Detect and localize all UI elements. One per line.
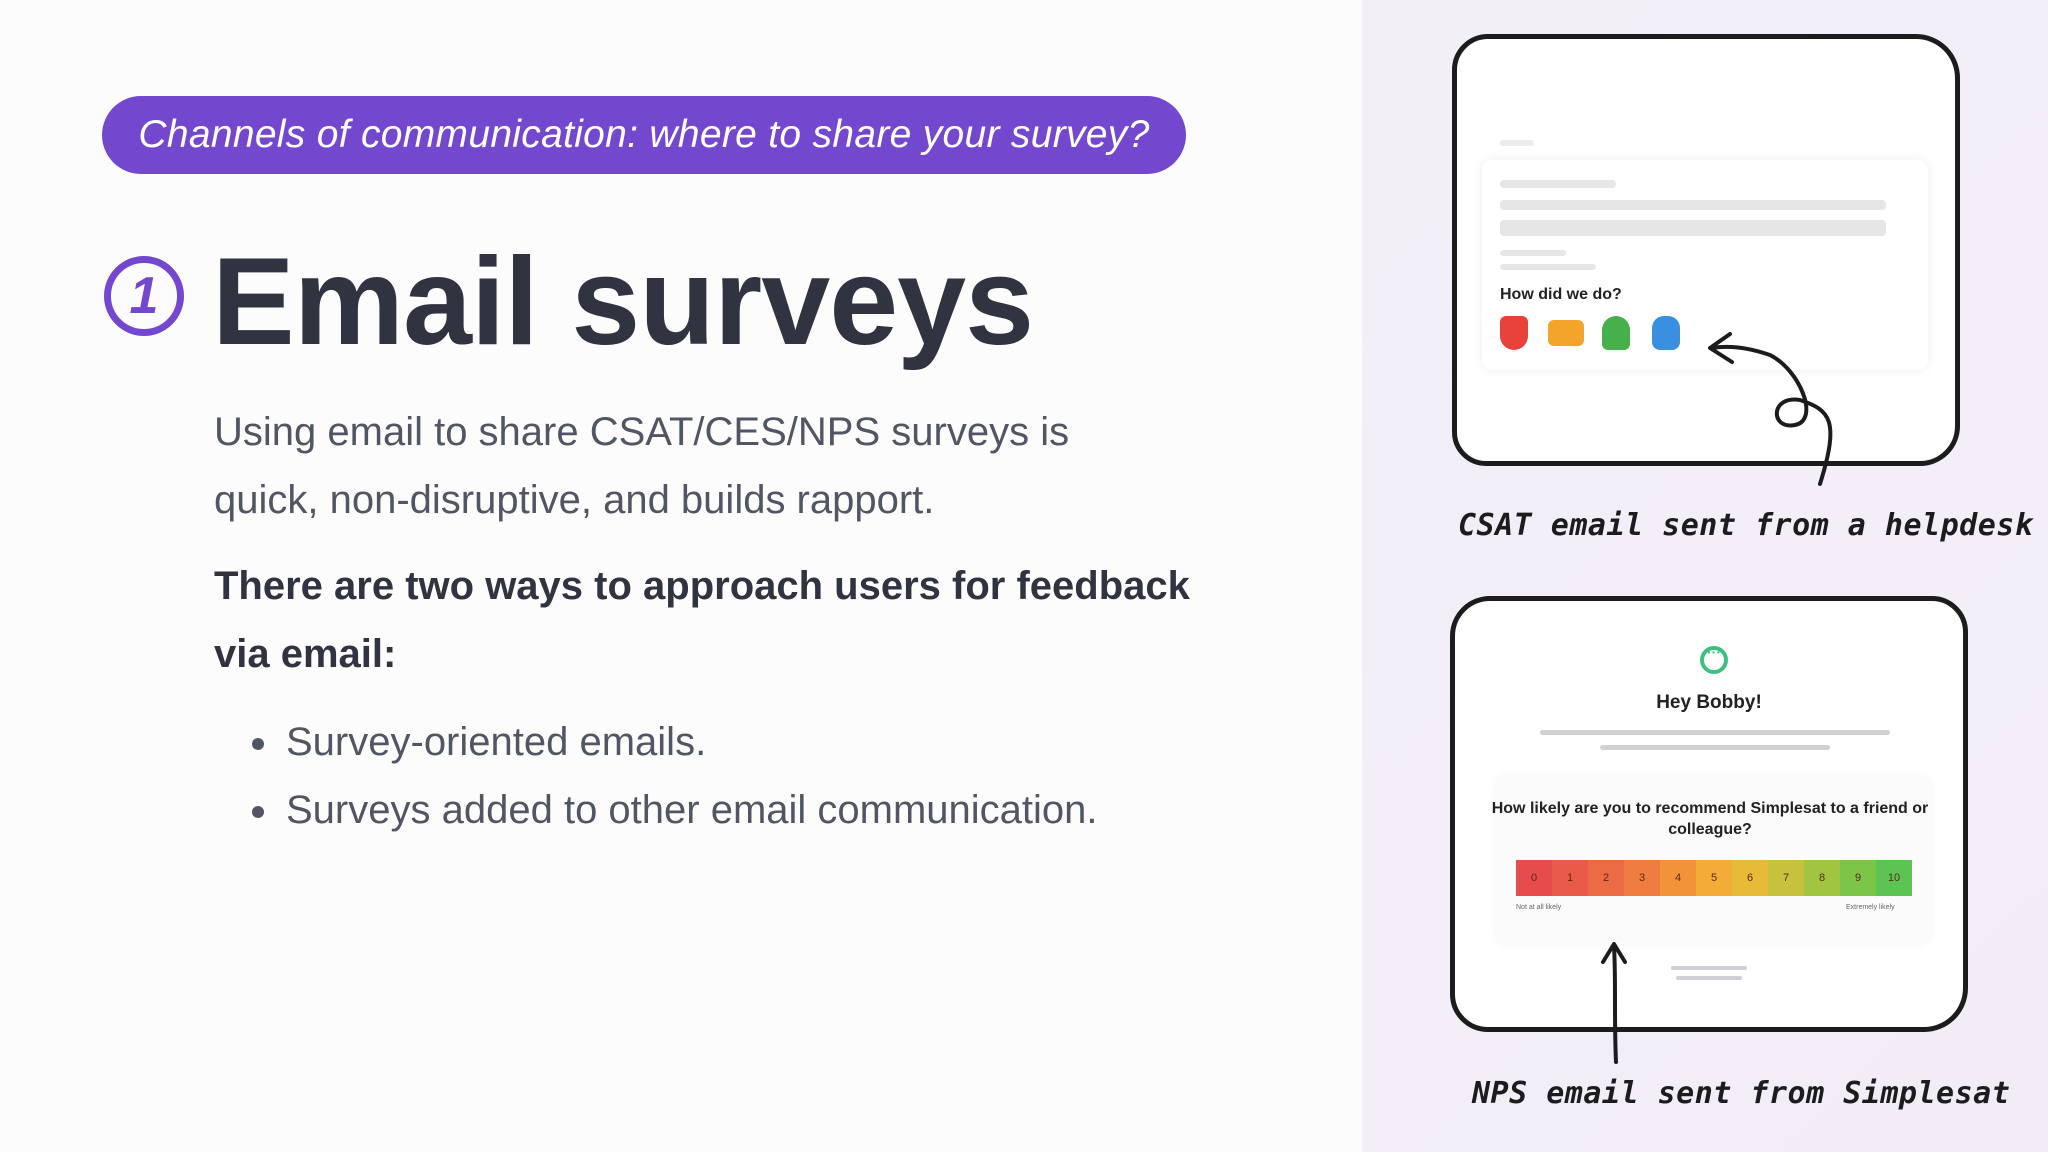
content-panel — [0, 0, 1362, 1152]
signoff-text — [1450, 966, 1968, 980]
nps-arrow — [1612, 944, 1618, 1064]
placeholder-line — [1500, 250, 1566, 256]
nps-greeting: Hey Bobby! — [1656, 692, 1762, 713]
nps-scale-option[interactable]: 2 — [1588, 860, 1624, 896]
intro-text: Using email to share CSAT/CES/NPS survey… — [214, 410, 1070, 522]
placeholder-line — [1540, 730, 1890, 735]
csat-question: How did we do? — [1500, 286, 1622, 303]
thumbs-up-icon — [1602, 316, 1630, 350]
placeholder-line — [1500, 140, 1534, 146]
placeholder-line — [1500, 264, 1596, 270]
nps-arrowhead — [1601, 942, 1627, 964]
section-number: 1 — [129, 267, 159, 325]
page-title: Email surveys — [212, 233, 1034, 371]
placeholder-line — [1600, 745, 1830, 750]
nps-scale-option[interactable]: 0 — [1516, 860, 1552, 896]
chat-bubble-icon — [1700, 644, 1728, 674]
csat-caption: CSAT email sent from a helpdesk — [1458, 508, 2034, 543]
thumbs-down-icon — [1500, 316, 1528, 350]
csat-arrow — [1710, 344, 1833, 486]
nps-scale-option[interactable]: 9 — [1840, 860, 1876, 896]
nps-scale-option[interactable]: 6 — [1732, 860, 1768, 896]
nps-scale-option[interactable]: 10 — [1876, 860, 1912, 896]
approach-list: Survey-oriented emails. Surveys added to… — [250, 708, 1098, 844]
scale-left-label: Not at all likely — [1516, 904, 1562, 911]
nps-scale-option[interactable]: 8 — [1804, 860, 1840, 896]
list-item: Survey-oriented emails. — [250, 708, 1098, 776]
nps-scale-option[interactable]: 4 — [1660, 860, 1696, 896]
placeholder-line — [1500, 180, 1616, 188]
approach-subhead: There are two ways to approach users for… — [214, 564, 1190, 676]
header-pill: Channels of communication: where to shar… — [102, 96, 1186, 174]
list-item: Surveys added to other email communicati… — [250, 776, 1098, 844]
nps-caption: NPS email sent from Simplesat — [1472, 1076, 2011, 1111]
scale-right-label: Extremely likely — [1846, 904, 1895, 911]
rock-hand-icon — [1652, 316, 1680, 350]
nps-scale-option[interactable]: 7 — [1768, 860, 1804, 896]
placeholder-line — [1671, 966, 1747, 970]
placeholder-line — [1500, 200, 1886, 210]
placeholder-line — [1676, 976, 1742, 980]
neutral-hand-icon — [1548, 320, 1584, 346]
nps-scale-option[interactable]: 1 — [1552, 860, 1588, 896]
nps-scale: 0 1 2 3 4 5 6 7 8 9 10 — [1516, 860, 1912, 896]
nps-scale-option[interactable]: 5 — [1696, 860, 1732, 896]
csat-arrowhead — [1708, 332, 1734, 364]
section-number-badge: 1 — [104, 256, 184, 336]
nps-scale-option[interactable]: 3 — [1624, 860, 1660, 896]
placeholder-line — [1500, 220, 1886, 236]
nps-question: How likely are you to recommend Simplesa… — [1491, 800, 1929, 838]
